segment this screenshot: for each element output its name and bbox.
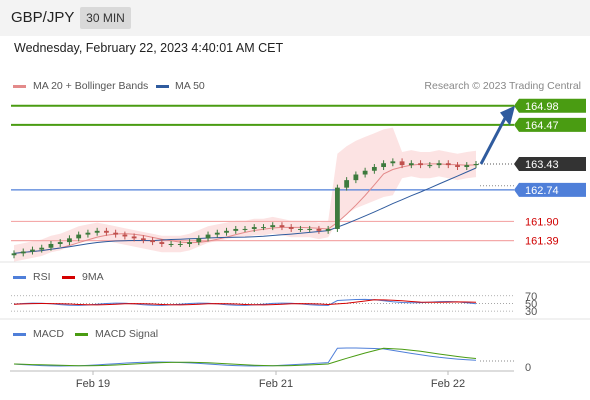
- candle-body: [224, 230, 229, 233]
- candle-body: [113, 232, 119, 235]
- candle-body: [131, 236, 137, 239]
- rsi-level-label: 30: [525, 306, 537, 318]
- candle-body: [30, 249, 35, 252]
- macd-zero-label: 0: [525, 362, 531, 374]
- candle-body: [270, 225, 276, 228]
- candle-body: [344, 180, 350, 188]
- symbol-title: GBP/JPY: [11, 9, 75, 26]
- candle-body: [177, 243, 183, 245]
- candle-body: [159, 242, 165, 244]
- candle-body: [242, 228, 248, 230]
- candle-body: [445, 163, 451, 166]
- candle-body: [168, 243, 174, 245]
- ma50-legend-swatch: [156, 85, 169, 88]
- macd-signal-line: [13, 347, 477, 367]
- candle-body: [205, 234, 211, 239]
- rsi-9ma-legend-swatch: [62, 276, 75, 279]
- price-label: 164.98: [525, 101, 559, 113]
- candle-body: [140, 238, 146, 241]
- macd-legend-swatch: [13, 333, 26, 336]
- candle-body: [39, 247, 45, 250]
- candle-body: [67, 238, 72, 243]
- price-label: 161.90: [525, 216, 559, 228]
- candle-body: [196, 238, 202, 243]
- ma50-legend-label: MA 50: [175, 80, 205, 92]
- candle-body: [371, 166, 377, 171]
- candle-body: [48, 243, 54, 248]
- candle-body: [11, 253, 17, 256]
- candle-body: [76, 234, 82, 239]
- bollinger-band-fill: [14, 127, 476, 262]
- candle-body: [464, 165, 470, 167]
- price-label: 162.74: [525, 185, 559, 197]
- candle-body: [122, 234, 128, 237]
- timeframe-button[interactable]: 30 MIN: [80, 7, 131, 29]
- price-label: 163.43: [525, 159, 559, 171]
- candle-body: [233, 228, 239, 231]
- candle-body: [279, 225, 285, 228]
- price-label: 161.39: [525, 236, 559, 248]
- rsi-level-label: 50: [525, 298, 537, 310]
- candle-body: [427, 165, 433, 167]
- candle-body: [473, 163, 479, 166]
- candle-body: [436, 163, 442, 166]
- x-tick-label: Feb 19: [76, 378, 110, 390]
- candle-body: [288, 227, 294, 229]
- candle-body: [316, 228, 322, 231]
- price-label-bg: [514, 182, 586, 197]
- candle-body: [214, 232, 220, 235]
- ma50-line: [13, 167, 477, 254]
- candle-body: [261, 227, 266, 229]
- rsi-level-label: 70: [525, 291, 537, 303]
- ma20-legend-label: MA 20 + Bollinger Bands: [33, 80, 149, 92]
- candle-body: [150, 240, 155, 243]
- price-label: 164.47: [525, 120, 559, 132]
- macd-signal-legend-swatch: [75, 333, 88, 336]
- candle-body: [20, 251, 26, 254]
- candle-body: [455, 165, 460, 167]
- candle-body: [307, 228, 313, 230]
- candle-body: [408, 163, 414, 166]
- x-tick-label: Feb 21: [259, 378, 293, 390]
- rsi-legend-swatch: [13, 276, 26, 279]
- candle-body: [362, 170, 368, 175]
- forecast-arrowhead: [500, 105, 515, 126]
- candle-body: [381, 163, 386, 167]
- timestamp: Wednesday, February 22, 2023 4:40:01 AM …: [14, 41, 284, 55]
- candle-body: [85, 232, 91, 235]
- candle-body: [57, 242, 63, 244]
- research-credit: Research © 2023 Trading Central: [424, 80, 581, 92]
- macd-signal-legend-label: MACD Signal: [95, 328, 159, 340]
- header-bar: GBP/JPY 30 MIN: [0, 0, 590, 36]
- candle-body: [298, 228, 303, 230]
- rsi-9ma-legend-label: 9MA: [82, 271, 104, 283]
- candle-body: [94, 230, 100, 233]
- macd-legend-label: MACD: [33, 328, 64, 340]
- candle-body: [335, 187, 340, 229]
- ma20-line: [13, 163, 477, 254]
- price-label-bg: [514, 117, 586, 132]
- price-label-bg: [514, 156, 586, 171]
- rsi-legend-label: RSI: [33, 271, 51, 283]
- x-tick-label: Feb 22: [431, 378, 465, 390]
- rsi-9ma-line: [13, 299, 477, 306]
- forecast-arrow: [479, 115, 508, 165]
- candle-body: [325, 228, 331, 231]
- candle-body: [418, 163, 423, 166]
- price-label-bg: [514, 98, 586, 113]
- candle-body: [399, 161, 405, 166]
- candle-body: [251, 227, 257, 229]
- candle-body: [390, 161, 396, 164]
- candle-body: [353, 174, 359, 181]
- macd-line: [13, 347, 477, 367]
- candle-body: [187, 242, 192, 244]
- ma20-legend-swatch: [13, 85, 26, 88]
- candle-body: [104, 230, 109, 233]
